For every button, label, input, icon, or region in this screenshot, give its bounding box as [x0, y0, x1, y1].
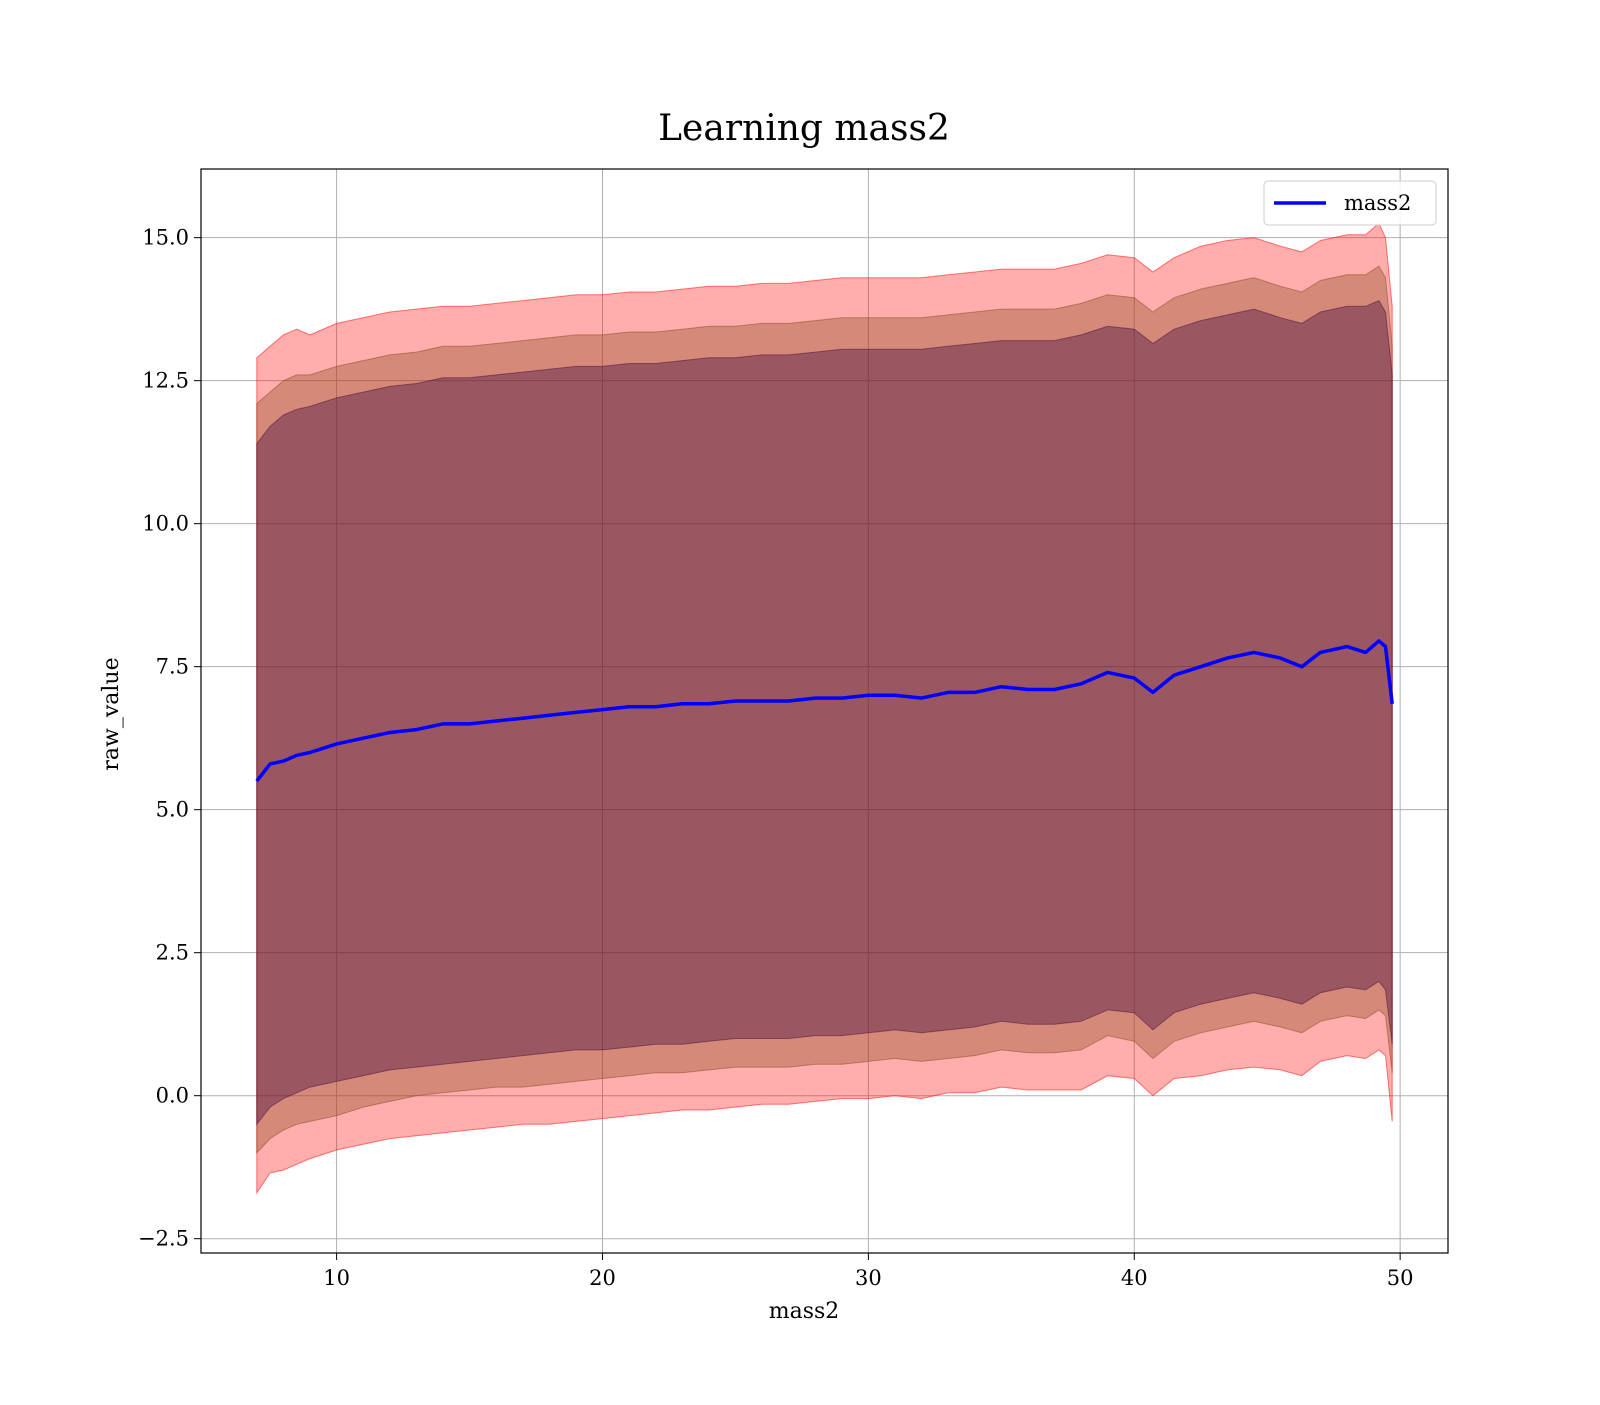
- chart-title: Learning mass2: [658, 108, 950, 149]
- y-tick-label-0: −2.5: [138, 1227, 189, 1251]
- axes-frame: [200, 168, 1449, 1254]
- y-axis-label: raw_value: [99, 657, 124, 770]
- x-tick-label-4: 50: [1387, 1266, 1414, 1290]
- x-tick-label-0: 10: [323, 1266, 350, 1290]
- y-tick-label-6: 12.5: [142, 369, 189, 393]
- legend-label-mass2: mass2: [1344, 191, 1411, 215]
- band-inner: [256, 299, 1393, 1126]
- x-axis-label: mass2: [769, 1299, 840, 1324]
- y-tick-label-7: 15.0: [142, 226, 189, 250]
- y-tick-label-4: 7.5: [156, 655, 189, 679]
- series-line-mass2: [255, 639, 1394, 783]
- x-tick-label-3: 40: [1121, 1266, 1148, 1290]
- x-tick-label-2: 30: [855, 1266, 882, 1290]
- x-tick-label-1: 20: [589, 1266, 616, 1290]
- plot-area: 10 20 30 40 50 −2.5 0.0 2.5 5.0 7.5 10.0 12.5 15.0 ma…: [138, 168, 1449, 1290]
- y-tick-label-5: 10.0: [142, 512, 189, 536]
- legend-box: [1263, 180, 1437, 226]
- y-tick-label-1: 0.0: [156, 1084, 189, 1108]
- band-outer: [256, 222, 1393, 1195]
- y-tick-label-2: 2.5: [156, 941, 189, 965]
- y-tick-label-3: 5.0: [156, 798, 189, 822]
- band-middle: [256, 265, 1393, 1155]
